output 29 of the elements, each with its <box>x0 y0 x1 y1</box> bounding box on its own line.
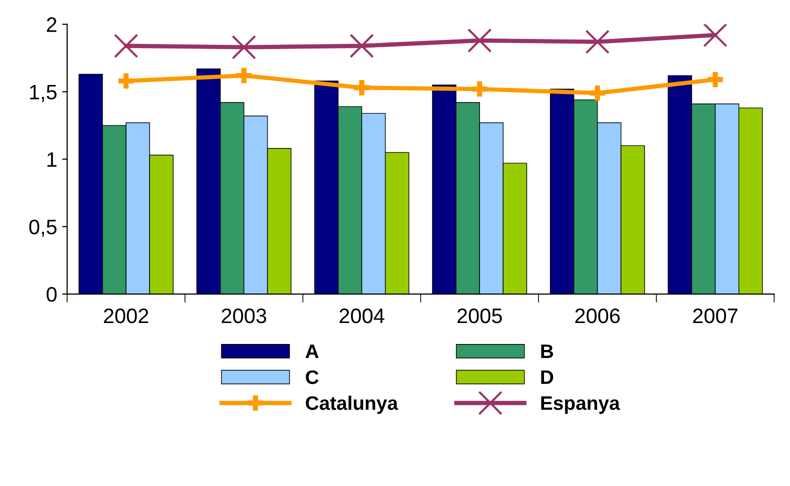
legend-label: A <box>306 344 319 358</box>
point <box>354 80 370 96</box>
point <box>472 81 488 97</box>
point <box>350 34 374 58</box>
x-tick-label: 2002 <box>104 308 148 324</box>
legend-label: Espanya <box>541 396 620 414</box>
y-tick-label: 1 <box>47 152 56 167</box>
legend-label: D <box>541 370 554 384</box>
y-tick-label: 0,5 <box>29 220 57 237</box>
point <box>703 24 728 48</box>
y-tick-label: 2 <box>46 17 56 32</box>
point <box>708 72 723 88</box>
point <box>585 30 610 54</box>
legend-label: Catalunya <box>306 396 398 414</box>
point <box>114 34 138 58</box>
x-tick-label: 2004 <box>340 308 384 324</box>
point <box>118 73 134 89</box>
y-tick-label: 0 <box>46 287 57 302</box>
point <box>236 68 252 84</box>
point <box>232 35 256 60</box>
x-tick-label: 2007 <box>693 308 738 324</box>
x-tick-label: 2005 <box>457 308 502 324</box>
legend-label: B <box>541 344 554 358</box>
legend-label: C <box>306 370 319 384</box>
x-tick-label: 2006 <box>575 308 620 324</box>
y-tick-label: 1,5 <box>30 84 57 102</box>
point <box>467 28 492 53</box>
point <box>590 85 606 101</box>
x-tick-label: 2003 <box>222 308 266 324</box>
